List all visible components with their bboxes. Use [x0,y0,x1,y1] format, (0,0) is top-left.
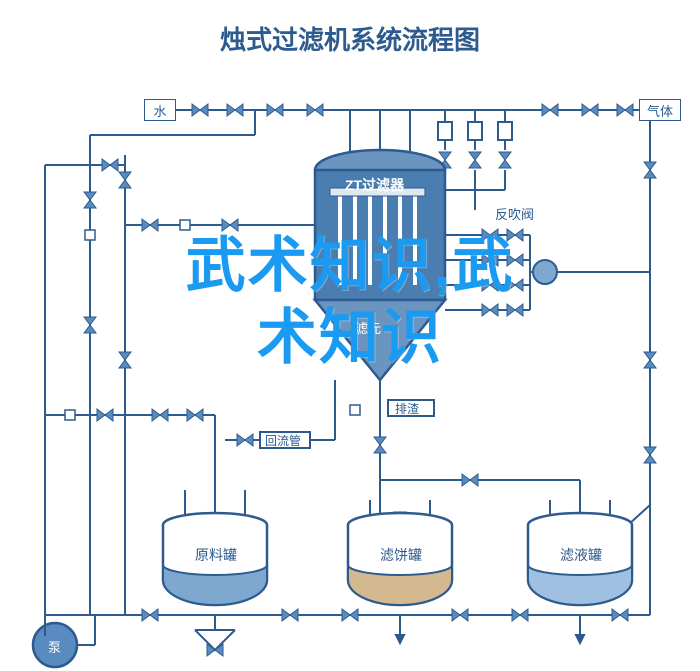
slag-outlet-label: 排渣 [395,400,419,417]
raw-tank-label: 原料罐 [195,545,237,565]
pump [33,615,95,667]
process-diagram [0,60,700,671]
filter-element-label: 滤元 [355,318,381,337]
filter-label: ZT过滤器 [345,175,404,195]
pump-label: 泵 [48,637,61,656]
cake-tank-label: 滤饼罐 [380,545,422,565]
return-pipe-label: 回流管 [265,432,301,449]
gas-label: 气体 [640,100,680,120]
filtrate-tank-label: 滤液罐 [560,545,602,565]
water-label: 水 [145,100,175,120]
backflush-valve-label: 反吹阀 [495,204,534,223]
diagram-title: 烛式过滤机系统流程图 [0,20,700,57]
